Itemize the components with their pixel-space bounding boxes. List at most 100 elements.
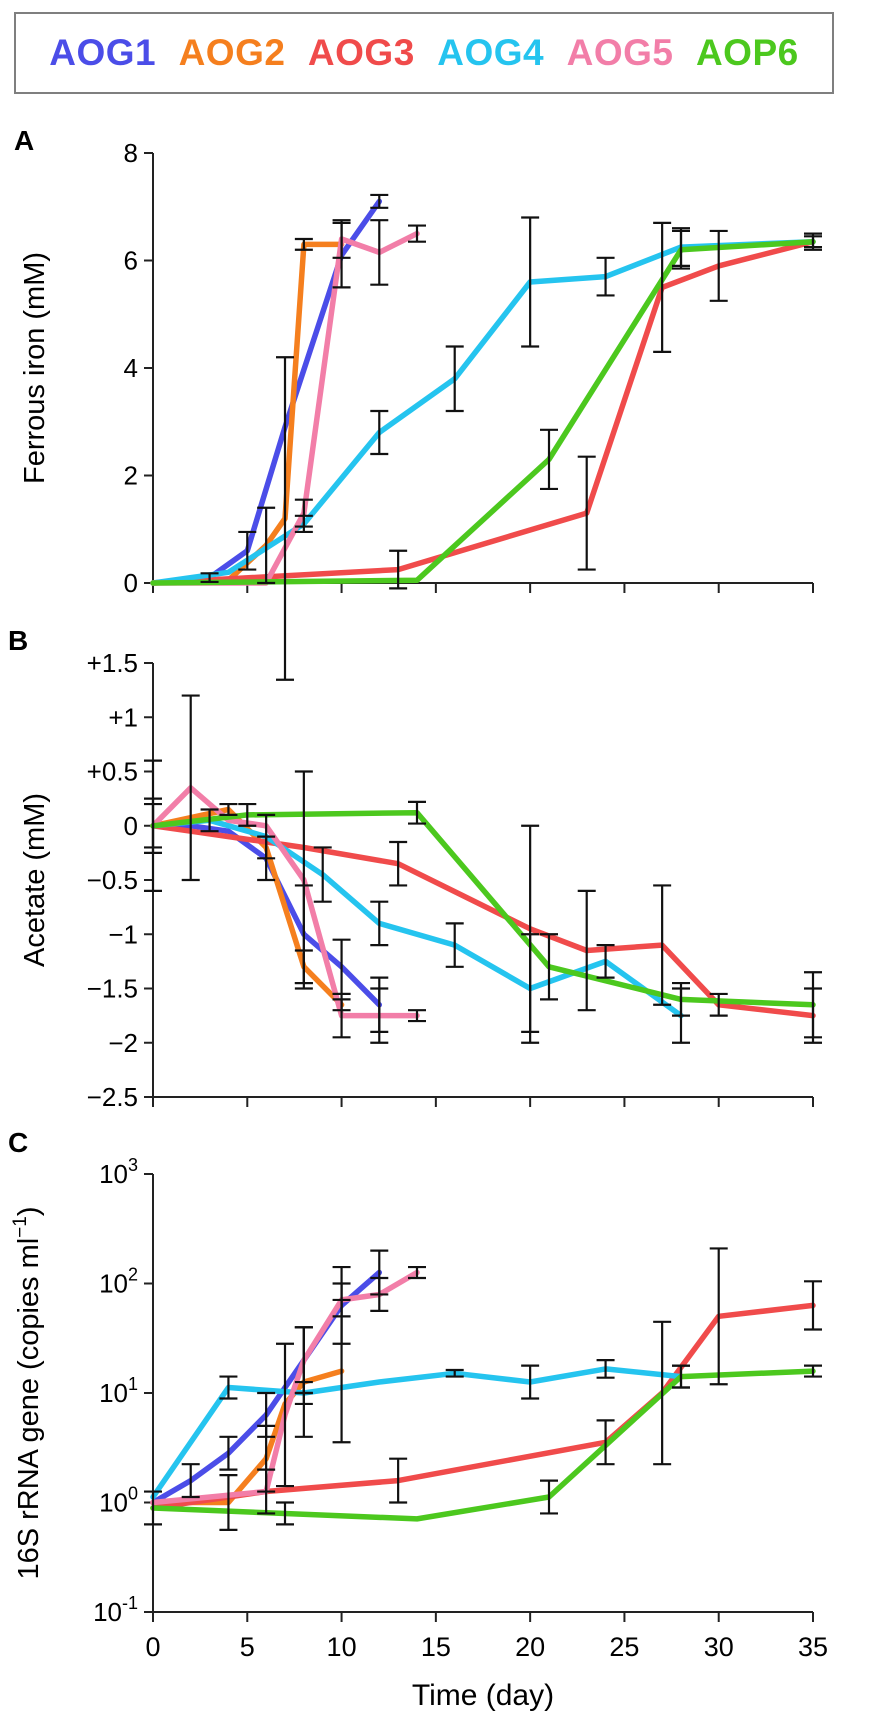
panel-c-series-aog2-error-bar [219,1474,238,1531]
panel-c-series-aog3-error-bar [653,1320,672,1466]
panel-a-series-aop6-error-bar [804,235,822,249]
panel-a-series-aog1-error-bar [238,530,257,571]
panel-c-x-tick-label: 15 [421,1632,451,1662]
panel-c-series-aog3-error-bar [257,1468,276,1515]
panel-b-series-aop6-error-bar [408,800,426,825]
panel-c-series-aog1-error-bar [181,1463,200,1499]
legend-item-aog2: AOG2 [178,32,286,73]
panel-c: C 10-1 100 101 102 103 0 5 10 15 20 25 30 35 16S rRNA … [8,1127,828,1712]
panel-b-y-tick-label: −1 [108,919,138,949]
panel-c-letter: C [8,1127,28,1158]
legend-item-aog5: AOG5 [566,32,674,73]
panel-b-series-aog5-error-bar [181,694,200,882]
panel-c-series-aop6-error-bar [672,1364,690,1389]
panel-b-series-aop6-error-bar [540,933,558,1001]
panel-c-series-aog5-error-bar [370,1276,389,1312]
panel-a-series-aog5-error-bar [370,219,389,286]
panel-a-series-aog2-error-bar [294,237,313,251]
panel-a-series-aog3-error-bar [577,455,596,571]
panel-b-series-aop6-line [150,809,816,1008]
panel-c-y-tick-label: 100 [99,1484,138,1518]
panel-b-y-tick-label: −2.5 [87,1082,138,1112]
panel-a-series-aog5-error-bar [294,498,313,528]
panel-a-y-tick-label: 2 [124,461,138,491]
panel-c-series-aog2-line [150,1368,345,1506]
panel-c-x-tick-label: 25 [609,1632,639,1662]
panel-a-y-label: Ferrous iron (mM) [19,252,51,484]
panel-c-x-tick-label: 20 [515,1632,545,1662]
panel-b-series-aog5-error-bar [370,987,389,1044]
panel-b-series-aog4-error-bar [370,900,389,947]
panel-c-series-aog3-error-bar [144,1490,162,1526]
legend-item-aop6: AOP6 [695,32,799,73]
panel-b-y-tick-label: 0 [124,811,138,841]
panel-a-letter: A [14,125,34,156]
panel-c-series-aog4-error-bar [521,1364,540,1400]
panel-b-series-aog3-line [150,823,816,1019]
panel-c-series-aog5-error-bar [408,1265,426,1280]
panel-b-series-aog3-error-bar [653,884,672,1006]
panel-b-series-aog4-error-bar [521,933,540,1044]
panel-b-series-aog3-error-bar [577,889,596,1012]
panel-c-series-aog4-line [150,1366,684,1500]
panel-c-x-tick-label: 10 [327,1632,357,1662]
panel-c-series-aog5-error-bar [332,1282,351,1318]
panel-b-letter: B [8,625,28,656]
panel-c-x-tick-label: 35 [798,1632,828,1662]
panel-c-x-tick-label: 0 [145,1632,160,1662]
legend-item-aog3: AOG3 [307,32,415,73]
panel-c-x-tick-label: 30 [704,1632,734,1662]
panel-c-series-aop6-error-bar [540,1479,558,1515]
panel-b-series-aog4-line [150,817,684,1019]
panel-b-series-aog5-error-bar [332,992,351,1039]
panel-c-y-tick-label: 101 [99,1374,138,1408]
panel-a-series-aop6-error-bar [672,229,690,270]
panel-b-y-tick-label: +0.5 [87,757,138,787]
panel-c-y-label: 16S rRNA gene (copies ml−1) [10,1206,45,1579]
panel-a-series-aog4-error-bar [445,345,464,413]
panel-a-series-aop6-error-bar [540,428,558,491]
panel-c-y-tick-label: 103 [99,1155,138,1189]
panel-c-series-aop6-line [150,1368,816,1522]
panel-a: A 0 2 4 6 8 Ferrous iron (mM) [14,125,822,681]
panel-c-x-label: Time (day) [412,1679,554,1712]
panel-b-y-tick-label: −2 [108,1028,138,1058]
panel-b-series-aog3-error-bar [144,759,162,892]
panel-a-series-aog3-error-bar [389,549,408,590]
panel-b-series-aog2-error-bar [219,802,238,817]
panel-a-series-aog5-error-bar [408,224,426,243]
panel-b-series-aog4-error-bar [313,846,332,903]
panel-c-series-aop6-error-bar [276,1501,294,1526]
panel-b-series-aog3-error-bar [389,840,408,887]
panel-c-series-aog5-error-bar [294,1326,313,1395]
panel-b-series-aog5-error-bar [294,770,313,990]
panel-b-y-tick-label: −1.5 [87,974,138,1004]
panel-b-series-aog4-error-bar [445,922,464,968]
panel-b-series-aop6-error-bar [804,971,822,1039]
panel-a-series-aog3-error-bar [709,229,728,302]
panel-a-series-aog4-error-bar [596,256,615,297]
panel-a-series-aog3-error-bar [653,221,672,353]
panel-a-y-tick-label: 8 [124,138,138,168]
panel-b-y-tick-label: +1.5 [87,648,138,678]
panel-c-series-aog4-error-bar [219,1375,238,1400]
legend: AOG1 AOG2 AOG3 AOG4 AOG5 AOP6 [14,12,834,94]
panel-b-series-aog3-error-bar [709,992,728,1017]
panel-c-y-tick-label: 10-1 [93,1593,138,1627]
panel-b-series-aog4-error-bar [257,813,276,860]
panel-b-series-aop6-error-bar [672,981,690,1017]
panel-a-series-aog2-error-bar [257,506,276,585]
panel-a-series-aog1-error-bar [200,572,219,584]
panel-b-series-aog5-error-bar [408,1009,426,1023]
panel-c-series-aog4-error-bar [596,1359,615,1379]
panel-c-series-aog3-error-bar [389,1457,408,1504]
panel-c-series-aog3-error-bar [596,1419,615,1466]
panel-b-series-aog4-error-bar [200,808,219,833]
panel-a-series-aog1-error-bar [370,193,389,209]
panel-c-series-aog3-error-bar [804,1280,822,1331]
panel-b-y-label: Acetate (mM) [19,793,51,967]
panel-b-y-tick-label: −0.5 [87,865,138,895]
panel-c-x-tick-label: 5 [240,1632,255,1662]
panel-b: B −2.5 −2 −1.5 −1 −0.5 0 +0.5 +1 +1.5 Acetate (mM) [8,625,822,1112]
